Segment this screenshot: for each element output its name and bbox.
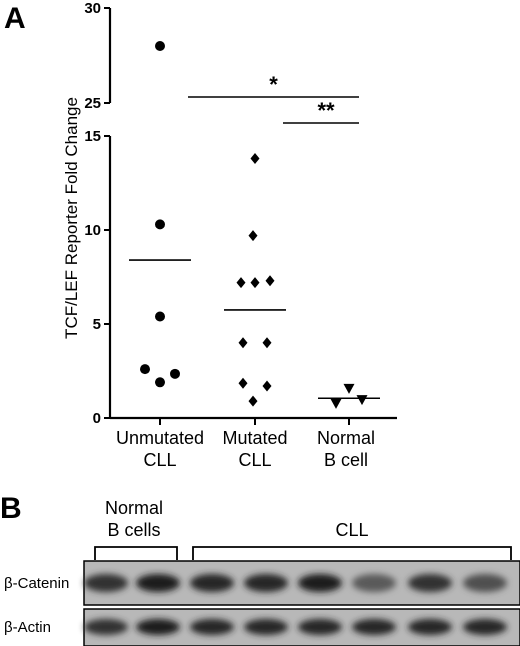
data-point-diamond: [236, 277, 246, 289]
blot-band: [190, 619, 234, 635]
blot-band: [136, 619, 180, 635]
data-point-diamond: [248, 395, 258, 407]
blot-band: [244, 574, 288, 592]
blot-band: [352, 619, 396, 635]
significance-label: **: [317, 98, 335, 123]
blot-group-label: CLL: [335, 520, 368, 540]
category-label-line1: Unmutated: [116, 428, 204, 448]
data-point-diamond: [262, 380, 272, 392]
blot-band: [463, 619, 507, 635]
panel-a-letter: A: [4, 2, 26, 35]
y-tick-label: 30: [84, 0, 101, 17]
blot-band: [408, 574, 452, 592]
blot-bracket-normal: [94, 546, 178, 560]
data-point-circle: [155, 311, 165, 322]
blot-strip-border: [83, 608, 520, 646]
blot-band: [190, 574, 234, 592]
y-ticks: 0 5 10 15 25 30: [84, 0, 110, 427]
data-point-circle: [155, 377, 165, 388]
blot-band: [298, 574, 342, 592]
y-tick-label: 15: [84, 128, 101, 145]
mean-lines: [129, 259, 380, 400]
data-point-triangle: [343, 383, 355, 394]
blot-band: [84, 574, 128, 592]
category-label-line2: CLL: [238, 450, 271, 470]
blot-group-label-line2: B cells: [107, 520, 160, 540]
data-point-diamond: [250, 153, 260, 165]
data-point-circle: [155, 219, 165, 230]
blot-band: [408, 619, 452, 635]
significance-label: *: [269, 72, 278, 97]
data-point-circle: [170, 368, 180, 379]
data-point-diamond: [250, 277, 260, 289]
data-point-diamond: [248, 230, 258, 242]
category-label-line1: Mutated: [222, 428, 287, 448]
y-axis-label: TCF/LEF Reporter Fold Change: [62, 97, 81, 339]
blot-band: [298, 619, 342, 635]
blot-row-label: β-Actin: [4, 619, 51, 636]
data-point-triangle: [330, 398, 342, 409]
data-point-circle: [140, 364, 150, 375]
y-tick-label: 25: [84, 95, 101, 112]
y-tick-label: 10: [84, 222, 101, 239]
chart-axes: [108, 8, 397, 425]
significance-brackets: ***: [188, 72, 359, 124]
y-tick-label: 0: [93, 410, 101, 427]
y-tick-label: 5: [93, 316, 101, 333]
blot-group-label-line1: Normal: [105, 498, 163, 518]
blot-row-label: β-Catenin: [4, 575, 69, 592]
category-label-line2: B cell: [324, 450, 368, 470]
blot-band: [463, 574, 507, 592]
panel-b-letter: B: [0, 492, 22, 525]
blot-band: [244, 619, 288, 635]
blot-band: [84, 619, 128, 635]
blot-band: [136, 574, 180, 592]
data-point-diamond: [238, 377, 248, 389]
data-point-diamond: [265, 275, 275, 287]
data-point-diamond: [262, 337, 272, 349]
blot-bracket-cll: [192, 546, 512, 560]
category-label-line2: CLL: [143, 450, 176, 470]
data-point-circle: [155, 41, 165, 51]
data-point-diamond: [238, 337, 248, 349]
data-points: [140, 41, 368, 409]
blot-band: [352, 574, 396, 592]
category-label-line1: Normal: [317, 428, 375, 448]
data-point-triangle: [356, 395, 368, 406]
